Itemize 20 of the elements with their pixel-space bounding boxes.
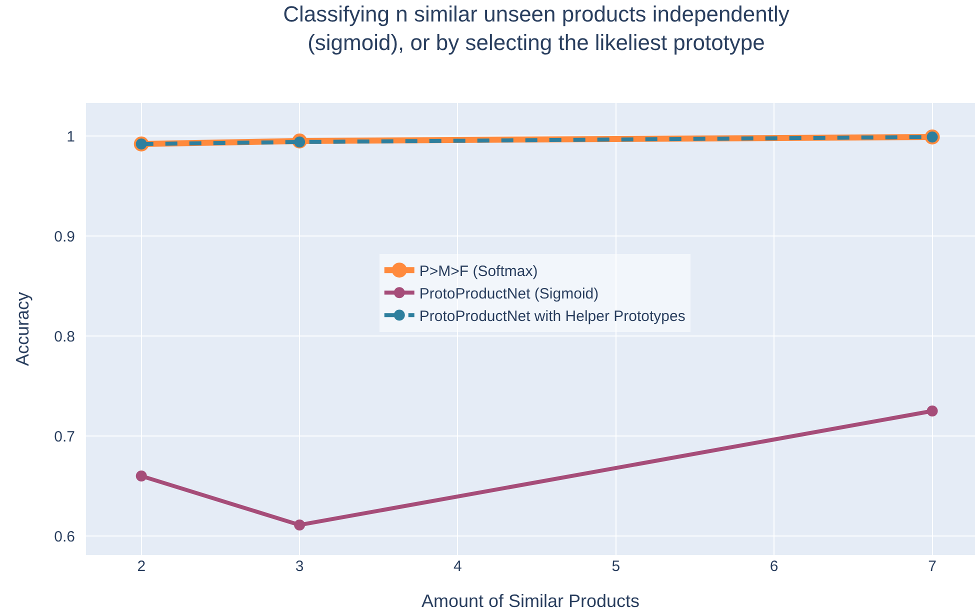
- x-tick-label: 6: [770, 558, 778, 575]
- y-tick-label: 1: [66, 128, 75, 146]
- x-tick-label: 4: [454, 558, 462, 575]
- legend-label: P>M>F (Softmax): [419, 262, 538, 280]
- y-tick-label: 0.9: [54, 228, 75, 246]
- point: [294, 520, 306, 530]
- x-tick-label: 3: [295, 558, 304, 575]
- x-tick-label: 2: [137, 558, 146, 575]
- x-tick-label: 5: [612, 558, 620, 575]
- y-tick-label: 0.7: [54, 428, 75, 446]
- x-axis-title: Amount of Similar Products: [421, 591, 640, 612]
- y-tick-label: 0.6: [54, 528, 75, 546]
- y-tick-label: 0.8: [54, 328, 75, 346]
- point: [926, 406, 938, 416]
- point: [136, 470, 147, 482]
- chart-title: Classifying n similar unseen products independently (sigmoid), or by selecting the likeliest prototype: [283, 1, 790, 56]
- legend-label: ProtoProductNet with Helper Prototypes: [419, 308, 686, 325]
- x-tick-label: 7: [928, 558, 936, 575]
- y-axis-title: Accuracy: [12, 292, 32, 366]
- legend-label: ProtoProductNet (Sigmoid): [419, 285, 599, 302]
